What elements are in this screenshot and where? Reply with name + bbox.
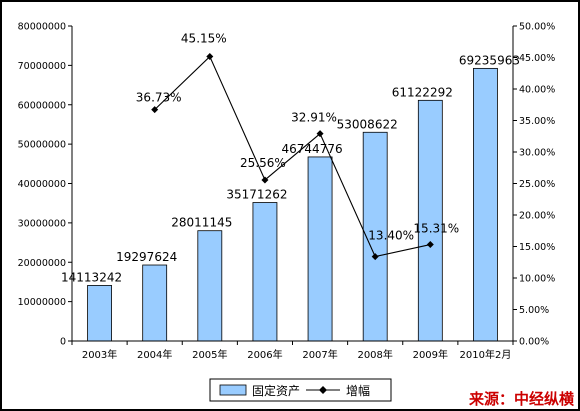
line-marker [316,130,324,138]
x-tick-label: 2010年2月 [460,348,512,361]
left-tick-label: 30000000 [18,218,66,229]
left-tick-label: 40000000 [18,179,66,190]
line-series [151,53,434,261]
growth-value-label: 25.56% [240,156,286,170]
growth-value-label: 45.15% [181,32,227,46]
right-tick-label: 0.00% [519,337,549,348]
right-tick-label: 30.00% [519,148,555,159]
line-marker [371,253,379,261]
left-tick-label: 60000000 [18,100,66,111]
left-tick-label: 80000000 [18,22,66,33]
growth-value-label: 15.31% [413,222,459,236]
bar-value-label: 35171262 [226,188,287,202]
bar-value-label: 14113242 [61,270,122,284]
legend: 固定资产 增幅 [209,378,392,402]
x-tick-label: 2007年 [302,348,337,361]
left-tick-label: 70000000 [18,61,66,72]
bar-value-label: 53008622 [337,117,398,131]
x-tick-label: 2003年 [82,348,117,361]
growth-line [154,55,431,258]
data-labels: 14113242 19297624 28011145 35171262 46744776… [61,32,520,285]
x-tick-label: 2009年 [413,348,448,361]
right-tick-label: 5.00% [519,305,549,316]
growth-value-label: 36.73% [136,91,182,105]
bar [307,156,333,342]
right-tick-label: 20.00% [519,211,555,222]
left-tick-label: 50000000 [18,140,66,151]
category-axis-labels: 2003年 2004年 2005年 2006年 2007年 2008年 2009年 2010年… [71,341,514,361]
left-axis-ticks: 0 10000000 20000000 30000000 40000000 5000000… [18,22,72,348]
right-tick-label: 25.00% [519,179,555,190]
legend-box [209,378,392,402]
bar-value-label: 61122292 [392,85,453,99]
growth-value-label: 32.91% [291,111,337,125]
line-marker [206,53,214,61]
legend-label-bar: 固定资产 [252,383,300,398]
bar [473,67,498,342]
left-tick-label: 10000000 [18,297,66,308]
bar [197,230,223,342]
left-tick-label: 20000000 [18,258,66,269]
source-label: 来源：中经纵横 [468,390,575,408]
x-tick-label: 2006年 [247,348,282,361]
legend-marker [319,386,327,394]
x-tick-label: 2004年 [137,348,172,361]
x-tick-label: 2008年 [357,348,392,361]
bar-value-label: 28011145 [171,216,232,230]
right-axis-ticks: 0.00% 5.00% 10.00% 15.00% 20.00% 25.00% 30.00%… [513,22,555,348]
line-marker [151,106,159,114]
right-tick-label: 15.00% [519,242,555,253]
bar [142,264,168,342]
bar-value-label: 46744776 [282,142,343,156]
right-tick-label: 35.00% [519,116,555,127]
growth-value-label: 13.40% [368,229,414,243]
line-marker [261,176,269,184]
bar [252,202,278,342]
bar-value-label: 19297624 [116,250,177,264]
bar [417,99,443,342]
left-tick-label: 0 [60,337,66,348]
bar-value-label: 69235963 [459,53,520,67]
right-tick-label: 50.00% [519,22,555,33]
line-marker [426,241,434,249]
x-tick-label: 2005年 [192,348,227,361]
right-tick-label: 40.00% [519,85,555,96]
legend-label-line: 增幅 [346,383,370,398]
bar-series [87,67,498,342]
legend-swatch-bar [219,384,247,396]
right-tick-label: 10.00% [519,274,555,285]
bar [87,285,112,342]
right-tick-label: 45.00% [519,53,555,64]
